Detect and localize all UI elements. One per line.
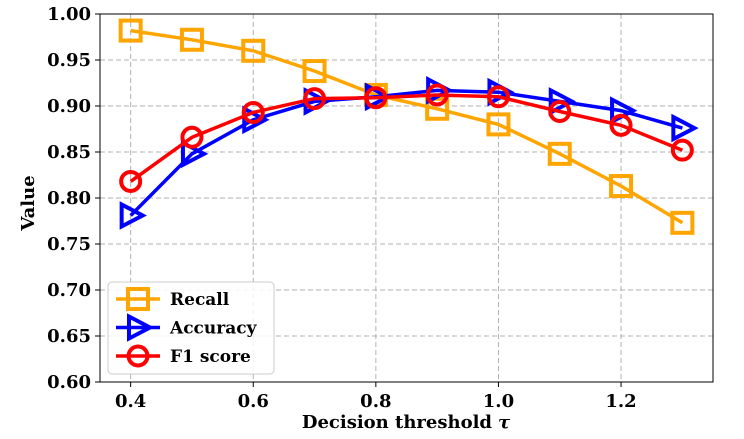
x-tick-label: 1.2 (605, 391, 636, 412)
series-recall (118, 18, 695, 235)
x-tick-label: 0.4 (115, 391, 146, 412)
legend-label-recall: Recall (170, 290, 230, 310)
data-point-f1-score (609, 113, 633, 137)
legend: Recall Accuracy F1 score (107, 281, 275, 375)
legend-marker-recall (126, 287, 150, 311)
data-point-accuracy (242, 105, 270, 135)
series-line-recall (130, 28, 684, 225)
data-point-f1-score (180, 125, 204, 149)
data-point-accuracy (119, 201, 147, 230)
x-axis-label: Decision threshold τ (302, 412, 511, 433)
y-tick-label: 0.75 (47, 234, 91, 255)
data-point-f1-score (119, 169, 143, 193)
legend-label-accuracy: Accuracy (169, 319, 258, 339)
y-tick-label: 1.00 (47, 4, 91, 25)
y-tick-label: 0.60 (47, 372, 91, 393)
series-line-f1-score (129, 93, 684, 183)
x-tick-label: 0.6 (238, 391, 269, 412)
series-lines (118, 18, 699, 235)
data-point-recall (609, 174, 634, 199)
y-axis-label: Value (18, 175, 39, 231)
data-point-recall (547, 141, 572, 166)
data-point-recall (302, 59, 327, 84)
data-point-f1-score (303, 87, 327, 111)
grid-lines (100, 13, 713, 383)
x-axis-label-symbol: τ (498, 412, 511, 433)
data-point-f1-score (486, 85, 510, 109)
data-point-f1-score (548, 100, 572, 124)
data-point-f1-score (670, 138, 694, 162)
y-tick-label: 0.65 (47, 326, 91, 347)
y-tick-label: 0.90 (47, 96, 91, 117)
series-f1-score (119, 83, 694, 193)
data-point-f1-score (425, 83, 449, 107)
data-point-accuracy (548, 87, 577, 116)
data-point-recall (118, 18, 143, 43)
x-tick-label: 1.0 (483, 391, 514, 412)
x-tick-label: 0.8 (360, 391, 391, 412)
legend-marker-accuracy (127, 313, 155, 342)
data-point-f1-score (241, 100, 265, 124)
data-point-recall (670, 210, 695, 235)
y-tick-label: 0.85 (47, 142, 91, 163)
data-point-recall (179, 27, 204, 52)
data-point-f1-score (364, 86, 388, 110)
legend-label-f1-score: F1 score (170, 347, 251, 367)
axis-ticks: 0.60 0.65 0.70 0.75 0.80 0.85 0.90 0.95 1.00 0.4 0… (47, 4, 637, 412)
data-point-recall (486, 112, 511, 137)
data-point-accuracy (671, 113, 699, 143)
data-point-recall (241, 38, 266, 63)
y-tick-label: 0.95 (47, 50, 91, 71)
series-line-accuracy (129, 88, 683, 217)
y-tick-label: 0.80 (47, 188, 91, 209)
legend-marker-f1-score (126, 344, 150, 368)
y-tick-label: 0.70 (47, 280, 91, 301)
x-axis-label-text: Decision threshold (302, 412, 493, 433)
